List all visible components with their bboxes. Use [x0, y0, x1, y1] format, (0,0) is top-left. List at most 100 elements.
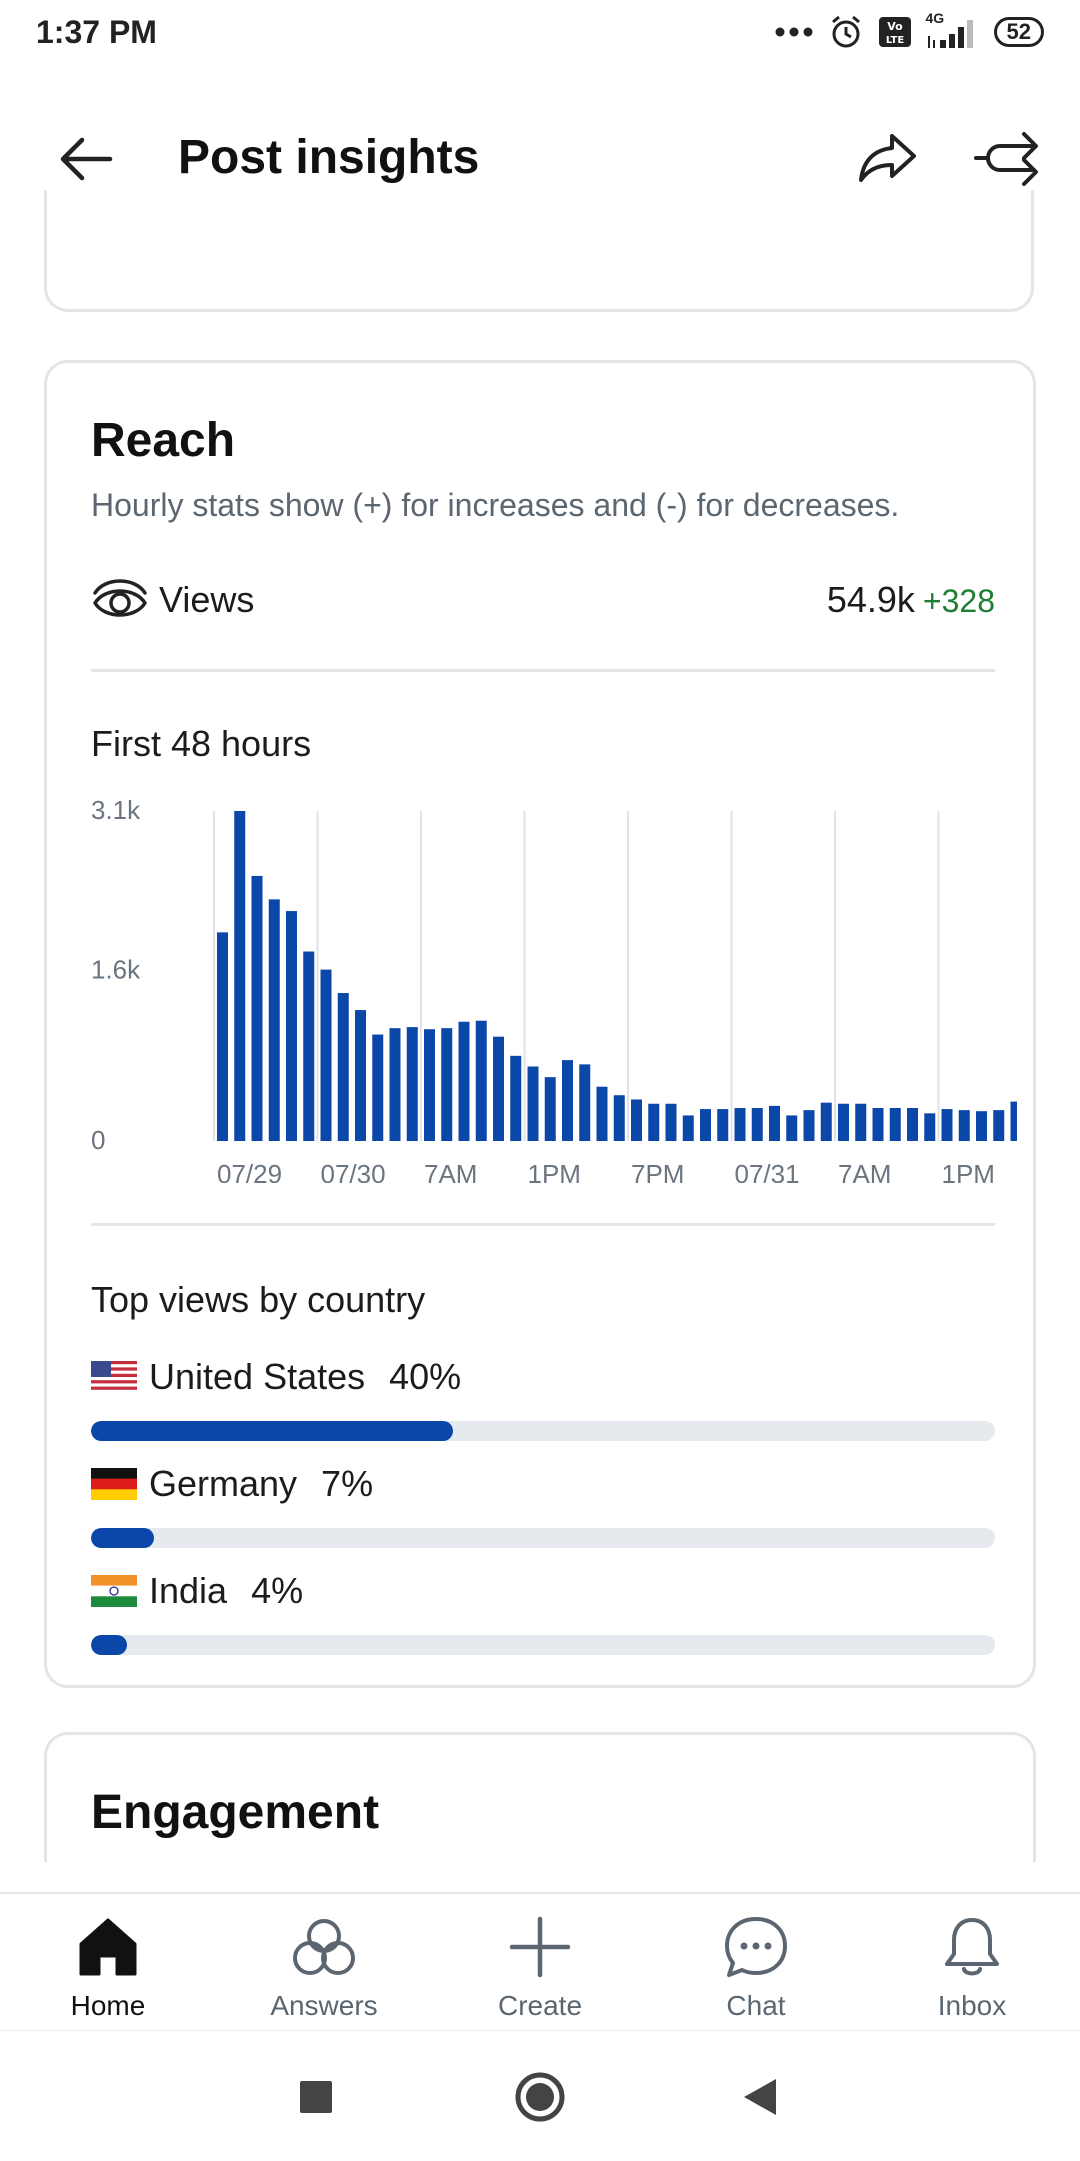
chart-bar	[320, 969, 332, 1141]
country-title: Top views by country	[91, 1279, 426, 1320]
previous-card-edge	[44, 190, 1034, 312]
views-label: Views	[159, 579, 255, 620]
country-percent: 40%	[389, 1356, 462, 1397]
status-icons: Vo LTE 4G 52	[774, 10, 1044, 50]
share-arrow-icon	[859, 134, 916, 182]
in-flag-icon	[91, 1575, 137, 1607]
repost-button[interactable]	[970, 122, 1042, 194]
chart-bar	[700, 1109, 711, 1141]
views-row: Views 54.9k +328	[91, 571, 995, 631]
back-button[interactable]	[52, 124, 122, 194]
nav-inbox[interactable]: Inbox	[864, 1894, 1080, 2030]
country-bar-fill	[91, 1421, 453, 1441]
chart-bar	[613, 1095, 625, 1141]
x-tick-label: 07/30	[321, 1159, 386, 1183]
home-system-button[interactable]	[510, 2067, 570, 2127]
chart-bar	[665, 1103, 677, 1141]
nav-label: Create	[497, 1990, 583, 2021]
country-bar-fill	[91, 1635, 128, 1655]
chart-bar	[303, 951, 315, 1141]
more-dots-icon	[775, 27, 813, 37]
de-flag-icon	[91, 1468, 137, 1500]
chart-bar	[527, 1066, 539, 1141]
x-tick-label: 07/31	[735, 1159, 800, 1183]
views-value: 54.9k +328	[827, 579, 995, 621]
triangle-back-icon	[744, 2079, 776, 2115]
nav-chat[interactable]: Chat	[648, 1894, 864, 2030]
chart-bar	[337, 993, 349, 1141]
country-row-us: United States 40%	[91, 1353, 995, 1463]
y-tick-label: 3.1k	[91, 795, 141, 825]
nav-label: Home	[70, 1990, 146, 2021]
home-icon	[79, 1918, 137, 1976]
x-tick-label: 7AM	[838, 1159, 891, 1183]
x-tick-label: 1PM	[528, 1159, 581, 1183]
chart-bar	[958, 1110, 970, 1141]
views-count: 54.9k	[826, 579, 915, 620]
chart-bar	[510, 1055, 522, 1141]
divider	[91, 669, 995, 672]
chart-bar	[286, 911, 297, 1141]
chart-bar	[682, 1115, 694, 1141]
plus-icon	[509, 1916, 571, 1978]
chart-bar	[268, 899, 280, 1141]
us-flag-icon	[91, 1361, 137, 1393]
page-title: Post insights	[178, 131, 480, 184]
share-button[interactable]	[852, 122, 924, 194]
chart-bar	[924, 1113, 936, 1141]
chart-bar	[424, 1029, 435, 1141]
country-label: Germany 7%	[91, 1460, 373, 1508]
chart-bar	[786, 1115, 798, 1141]
engagement-title: Engagement	[91, 1786, 380, 1839]
x-tick-label: 7AM	[424, 1159, 477, 1183]
chart-bar	[820, 1102, 832, 1141]
signal-icon: 4G	[926, 10, 980, 50]
eye-icon	[93, 579, 147, 617]
status-bar: 1:37 PM Vo LTE 4G 52	[0, 0, 1080, 68]
chart-bar	[855, 1103, 867, 1141]
chart-bar	[803, 1110, 815, 1141]
y-tick-label: 1.6k	[91, 955, 141, 985]
chart-bar	[441, 1028, 453, 1141]
nav-answers[interactable]: Answers	[216, 1894, 432, 2030]
chart-bar	[941, 1109, 953, 1141]
repost-icon	[974, 132, 1038, 186]
nav-label: Inbox	[937, 1990, 1007, 2021]
answers-icon	[293, 1919, 355, 1975]
chart-bar	[406, 1027, 418, 1141]
bell-icon	[945, 1918, 999, 1976]
nav-home[interactable]: Home	[0, 1894, 216, 2030]
chart-bar	[734, 1108, 746, 1141]
nav-create[interactable]: Create	[432, 1894, 648, 2030]
chart-bar	[544, 1077, 556, 1141]
chart-bar	[769, 1105, 780, 1141]
chart-bar	[234, 811, 246, 1141]
square-icon	[300, 2081, 332, 2113]
chart-bar	[717, 1109, 729, 1141]
engagement-card[interactable]: Engagement	[44, 1732, 1036, 1862]
chart-bar	[389, 1028, 401, 1141]
chart-bar	[889, 1108, 901, 1141]
reach-subtitle: Hourly stats show (+) for increases and …	[91, 487, 900, 523]
arrow-left-icon	[60, 137, 113, 181]
country-label: United States 40%	[91, 1353, 461, 1401]
chart-bar	[458, 1021, 470, 1141]
country-name: India	[149, 1570, 228, 1611]
y-tick-label: 0	[91, 1125, 105, 1155]
x-tick-label: 7PM	[631, 1159, 684, 1183]
nav-label: Chat	[726, 1990, 786, 2021]
reach-title: Reach	[91, 414, 236, 467]
recents-button[interactable]	[286, 2067, 346, 2127]
chart-bar	[579, 1064, 591, 1141]
chart-bar	[976, 1111, 987, 1141]
nav-label: Answers	[270, 1990, 378, 2021]
svg-text:Vo: Vo	[887, 20, 903, 33]
chart-bar	[872, 1108, 884, 1141]
chart-bar	[217, 932, 228, 1141]
svg-text:LTE: LTE	[885, 35, 904, 46]
x-tick-label: 07/29	[217, 1159, 282, 1183]
chart-bar	[596, 1086, 608, 1141]
chart-bar	[372, 1034, 384, 1141]
chart-bar	[907, 1108, 918, 1141]
back-system-button[interactable]	[730, 2067, 790, 2127]
